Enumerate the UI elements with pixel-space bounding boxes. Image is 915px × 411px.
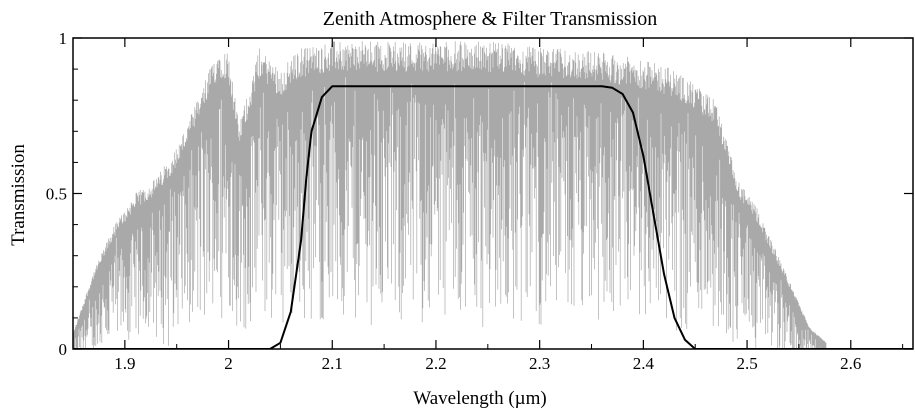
x-tick-label: 2 — [224, 354, 233, 373]
x-tick-label: 2.6 — [840, 354, 861, 373]
atmosphere-transmission-line — [73, 41, 827, 349]
x-tick-label: 2.4 — [633, 354, 655, 373]
x-axis-label: Wavelength (µm) — [413, 388, 546, 409]
plot-area — [73, 41, 913, 349]
chart-title: Zenith Atmosphere & Filter Transmission — [323, 8, 657, 30]
filter-transmission-line — [73, 85, 913, 349]
x-tick-label: 2.5 — [736, 354, 757, 373]
x-tick-label: 2.3 — [529, 354, 550, 373]
x-tick-label: 1.9 — [114, 354, 135, 373]
y-tick-label: 0 — [59, 340, 68, 359]
atmosphere-series — [73, 41, 827, 349]
x-tick-label: 2.1 — [322, 354, 343, 373]
axes: 1.9 2 2.1 2.2 2.3 2.4 2.5 2.6 0 0.5 1 — [46, 29, 913, 373]
y-tick-label: 1 — [59, 29, 68, 48]
x-tick-label: 2.2 — [425, 354, 446, 373]
y-axis-label: Transmission — [8, 144, 29, 246]
y-tick-label: 0.5 — [46, 185, 67, 204]
